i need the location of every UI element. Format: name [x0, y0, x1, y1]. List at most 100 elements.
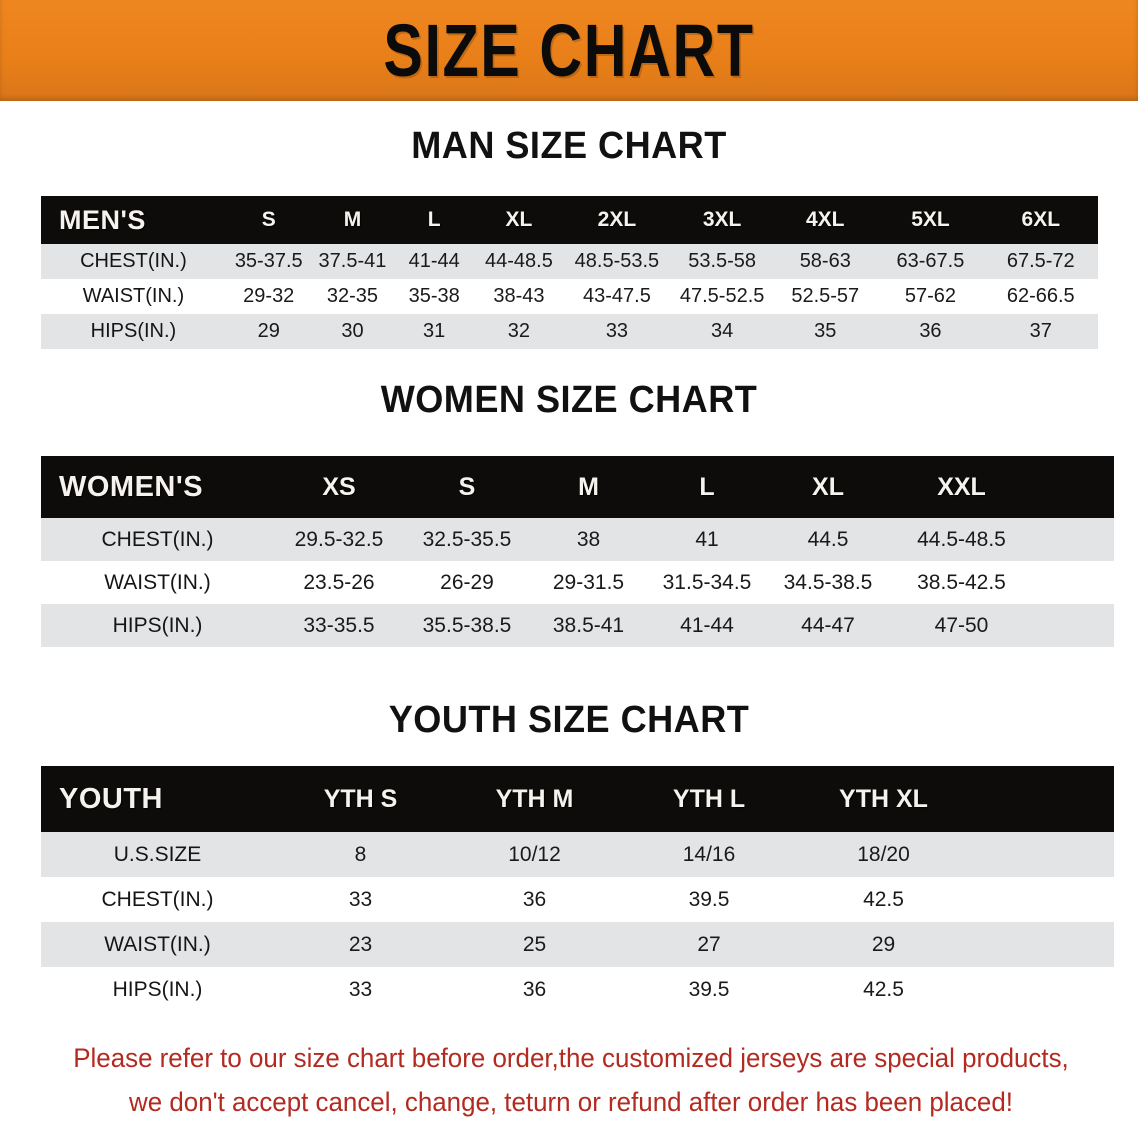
women-size-col-xl: XL: [812, 472, 844, 501]
table-cell-empty: [971, 877, 1114, 922]
table-cell: 26-29: [440, 570, 494, 594]
table-cell: 14/16: [682, 842, 736, 866]
page-banner: SIZE CHART: [0, 0, 1138, 101]
table-row: U.S.SIZE 8 10/12 14/16 18/20: [41, 832, 1114, 877]
women-table-header: WOMEN'S XS S M L XL XXL: [41, 456, 1114, 518]
youth-size-col-m: YTH M: [495, 784, 574, 813]
table-cell-empty: [1034, 518, 1114, 561]
women-size-col-l: L: [699, 472, 715, 501]
table-cell: 33-35.5: [303, 613, 375, 637]
table-cell-empty: [971, 922, 1114, 967]
man-size-col-4xl: 4XL: [806, 208, 845, 231]
table-row: HIPS(IN.) 29 30 31 32 33 34 35 36 37: [41, 314, 1098, 349]
man-row-label-waist: WAIST(IN.): [82, 285, 185, 307]
man-size-table: MEN'S S M L XL 2XL 3XL 4XL 5XL 6XL CHEST…: [41, 196, 1098, 349]
man-row-label-hips: HIPS(IN.): [90, 320, 177, 342]
table-cell: 52.5-57: [791, 285, 860, 307]
table-cell: 31.5-34.5: [662, 570, 752, 594]
man-size-col-6xl: 6XL: [1021, 208, 1061, 231]
man-section-title: MAN SIZE CHART: [411, 125, 727, 167]
table-cell: 44.5: [807, 527, 849, 551]
table-cell: 32-35: [326, 285, 379, 307]
table-cell: 57-62: [904, 285, 957, 307]
table-cell: 18/20: [857, 842, 910, 866]
women-size-col-xs: XS: [322, 472, 356, 501]
table-row: HIPS(IN.) 33-35.5 35.5-38.5 38.5-41 41-4…: [41, 604, 1114, 647]
table-cell: 35-38: [408, 285, 460, 307]
man-header-row: MEN'S S M L XL 2XL 3XL 4XL 5XL 6XL: [41, 196, 1098, 244]
table-cell: 8: [354, 842, 367, 866]
table-cell-empty: [971, 832, 1114, 877]
table-cell: 30: [341, 320, 364, 342]
women-row-label-chest: CHEST(IN.): [101, 527, 214, 551]
table-cell: 41-44: [408, 250, 460, 272]
youth-size-col-l: YTH L: [672, 784, 746, 813]
table-cell: 29: [257, 320, 280, 342]
table-cell: 38.5-42.5: [917, 570, 1006, 594]
table-cell: 33: [605, 320, 629, 342]
table-cell: 47.5-52.5: [679, 285, 765, 307]
women-size-col-xxl: XXL: [937, 472, 986, 501]
table-cell: 10/12: [508, 842, 561, 866]
table-cell: 33: [348, 887, 373, 911]
youth-section-title: YOUTH SIZE CHART: [388, 699, 750, 741]
women-header-label: WOMEN'S: [59, 470, 204, 503]
man-size-col-m: M: [343, 208, 362, 231]
table-cell: 44.5-48.5: [917, 527, 1006, 551]
footer-disclaimer-line-1: Please refer to our size chart before or…: [73, 1043, 1069, 1073]
man-size-col-s: S: [261, 208, 276, 231]
youth-table-header: YOUTH YTH S YTH M YTH L YTH XL: [41, 766, 1114, 832]
table-cell: 29-31.5: [552, 570, 625, 594]
youth-row-label-chest: CHEST(IN.): [101, 887, 214, 911]
table-cell: 31: [423, 320, 446, 342]
table-cell: 38-43: [493, 285, 545, 307]
footer-disclaimer-line-2: we don't accept cancel, change, teturn o…: [129, 1087, 1013, 1117]
table-cell: 48.5-53.5: [574, 250, 660, 272]
table-cell: 38: [576, 527, 601, 551]
table-cell: 67.5-72: [1006, 250, 1075, 272]
table-row: WAIST(IN.) 23 25 27 29: [41, 922, 1114, 967]
youth-size-col-xl: YTH XL: [839, 784, 928, 813]
women-size-table: WOMEN'S XS S M L XL XXL CHEST(IN.) 29.5-…: [41, 456, 1114, 647]
table-cell: 25: [522, 932, 547, 956]
table-cell: 23.5-26: [303, 570, 375, 594]
youth-size-table: YOUTH YTH S YTH M YTH L YTH XL U.S.SIZE …: [41, 766, 1114, 1012]
table-cell: 39.5: [688, 887, 730, 911]
youth-table-body: U.S.SIZE 8 10/12 14/16 18/20 CHEST(IN.) …: [41, 832, 1114, 1012]
table-cell: 36: [522, 887, 547, 911]
women-row-label-waist: WAIST(IN.): [104, 570, 211, 594]
man-size-col-xl: XL: [505, 208, 533, 231]
table-cell: 23: [348, 932, 373, 956]
table-cell: 29-32: [243, 285, 295, 307]
table-cell: 37: [1029, 320, 1052, 342]
table-cell: 35: [814, 320, 837, 342]
man-size-col-l: L: [427, 208, 441, 231]
table-cell: 41-44: [680, 613, 734, 637]
table-cell: 58-63: [799, 250, 851, 272]
table-cell: 34: [711, 320, 734, 342]
table-row: CHEST(IN.) 29.5-32.5 32.5-35.5 38 41 44.…: [41, 518, 1114, 561]
table-cell: 41: [695, 527, 719, 551]
youth-row-label-hips: HIPS(IN.): [112, 977, 203, 1001]
table-cell: 34.5-38.5: [783, 570, 873, 594]
table-row: CHEST(IN.) 33 36 39.5 42.5: [41, 877, 1114, 922]
table-cell: 35.5-38.5: [422, 613, 512, 637]
youth-header-row: YOUTH YTH S YTH M YTH L YTH XL: [41, 766, 1114, 832]
table-row: WAIST(IN.) 29-32 32-35 35-38 38-43 43-47…: [41, 279, 1098, 314]
youth-row-label-us-size: U.S.SIZE: [113, 842, 202, 866]
footer-disclaimer: Please refer to our size chart before or…: [57, 1036, 1084, 1124]
youth-size-col-s: YTH S: [323, 784, 398, 813]
women-size-col-m: M: [578, 472, 599, 501]
table-cell: 62-66.5: [1006, 285, 1075, 307]
women-row-label-hips: HIPS(IN.): [112, 613, 203, 637]
table-cell: 32.5-35.5: [422, 527, 512, 551]
man-header-label: MEN'S: [59, 204, 146, 235]
table-cell: 42.5: [863, 887, 904, 911]
table-cell: 32: [507, 320, 531, 342]
table-cell: 53.5-58: [688, 250, 757, 272]
table-cell: 44-48.5: [484, 250, 553, 272]
table-cell-empty: [1034, 604, 1114, 647]
table-cell: 27: [697, 932, 721, 956]
man-size-col-5xl: 5XL: [911, 208, 950, 231]
man-row-label-chest: CHEST(IN.): [80, 250, 187, 272]
